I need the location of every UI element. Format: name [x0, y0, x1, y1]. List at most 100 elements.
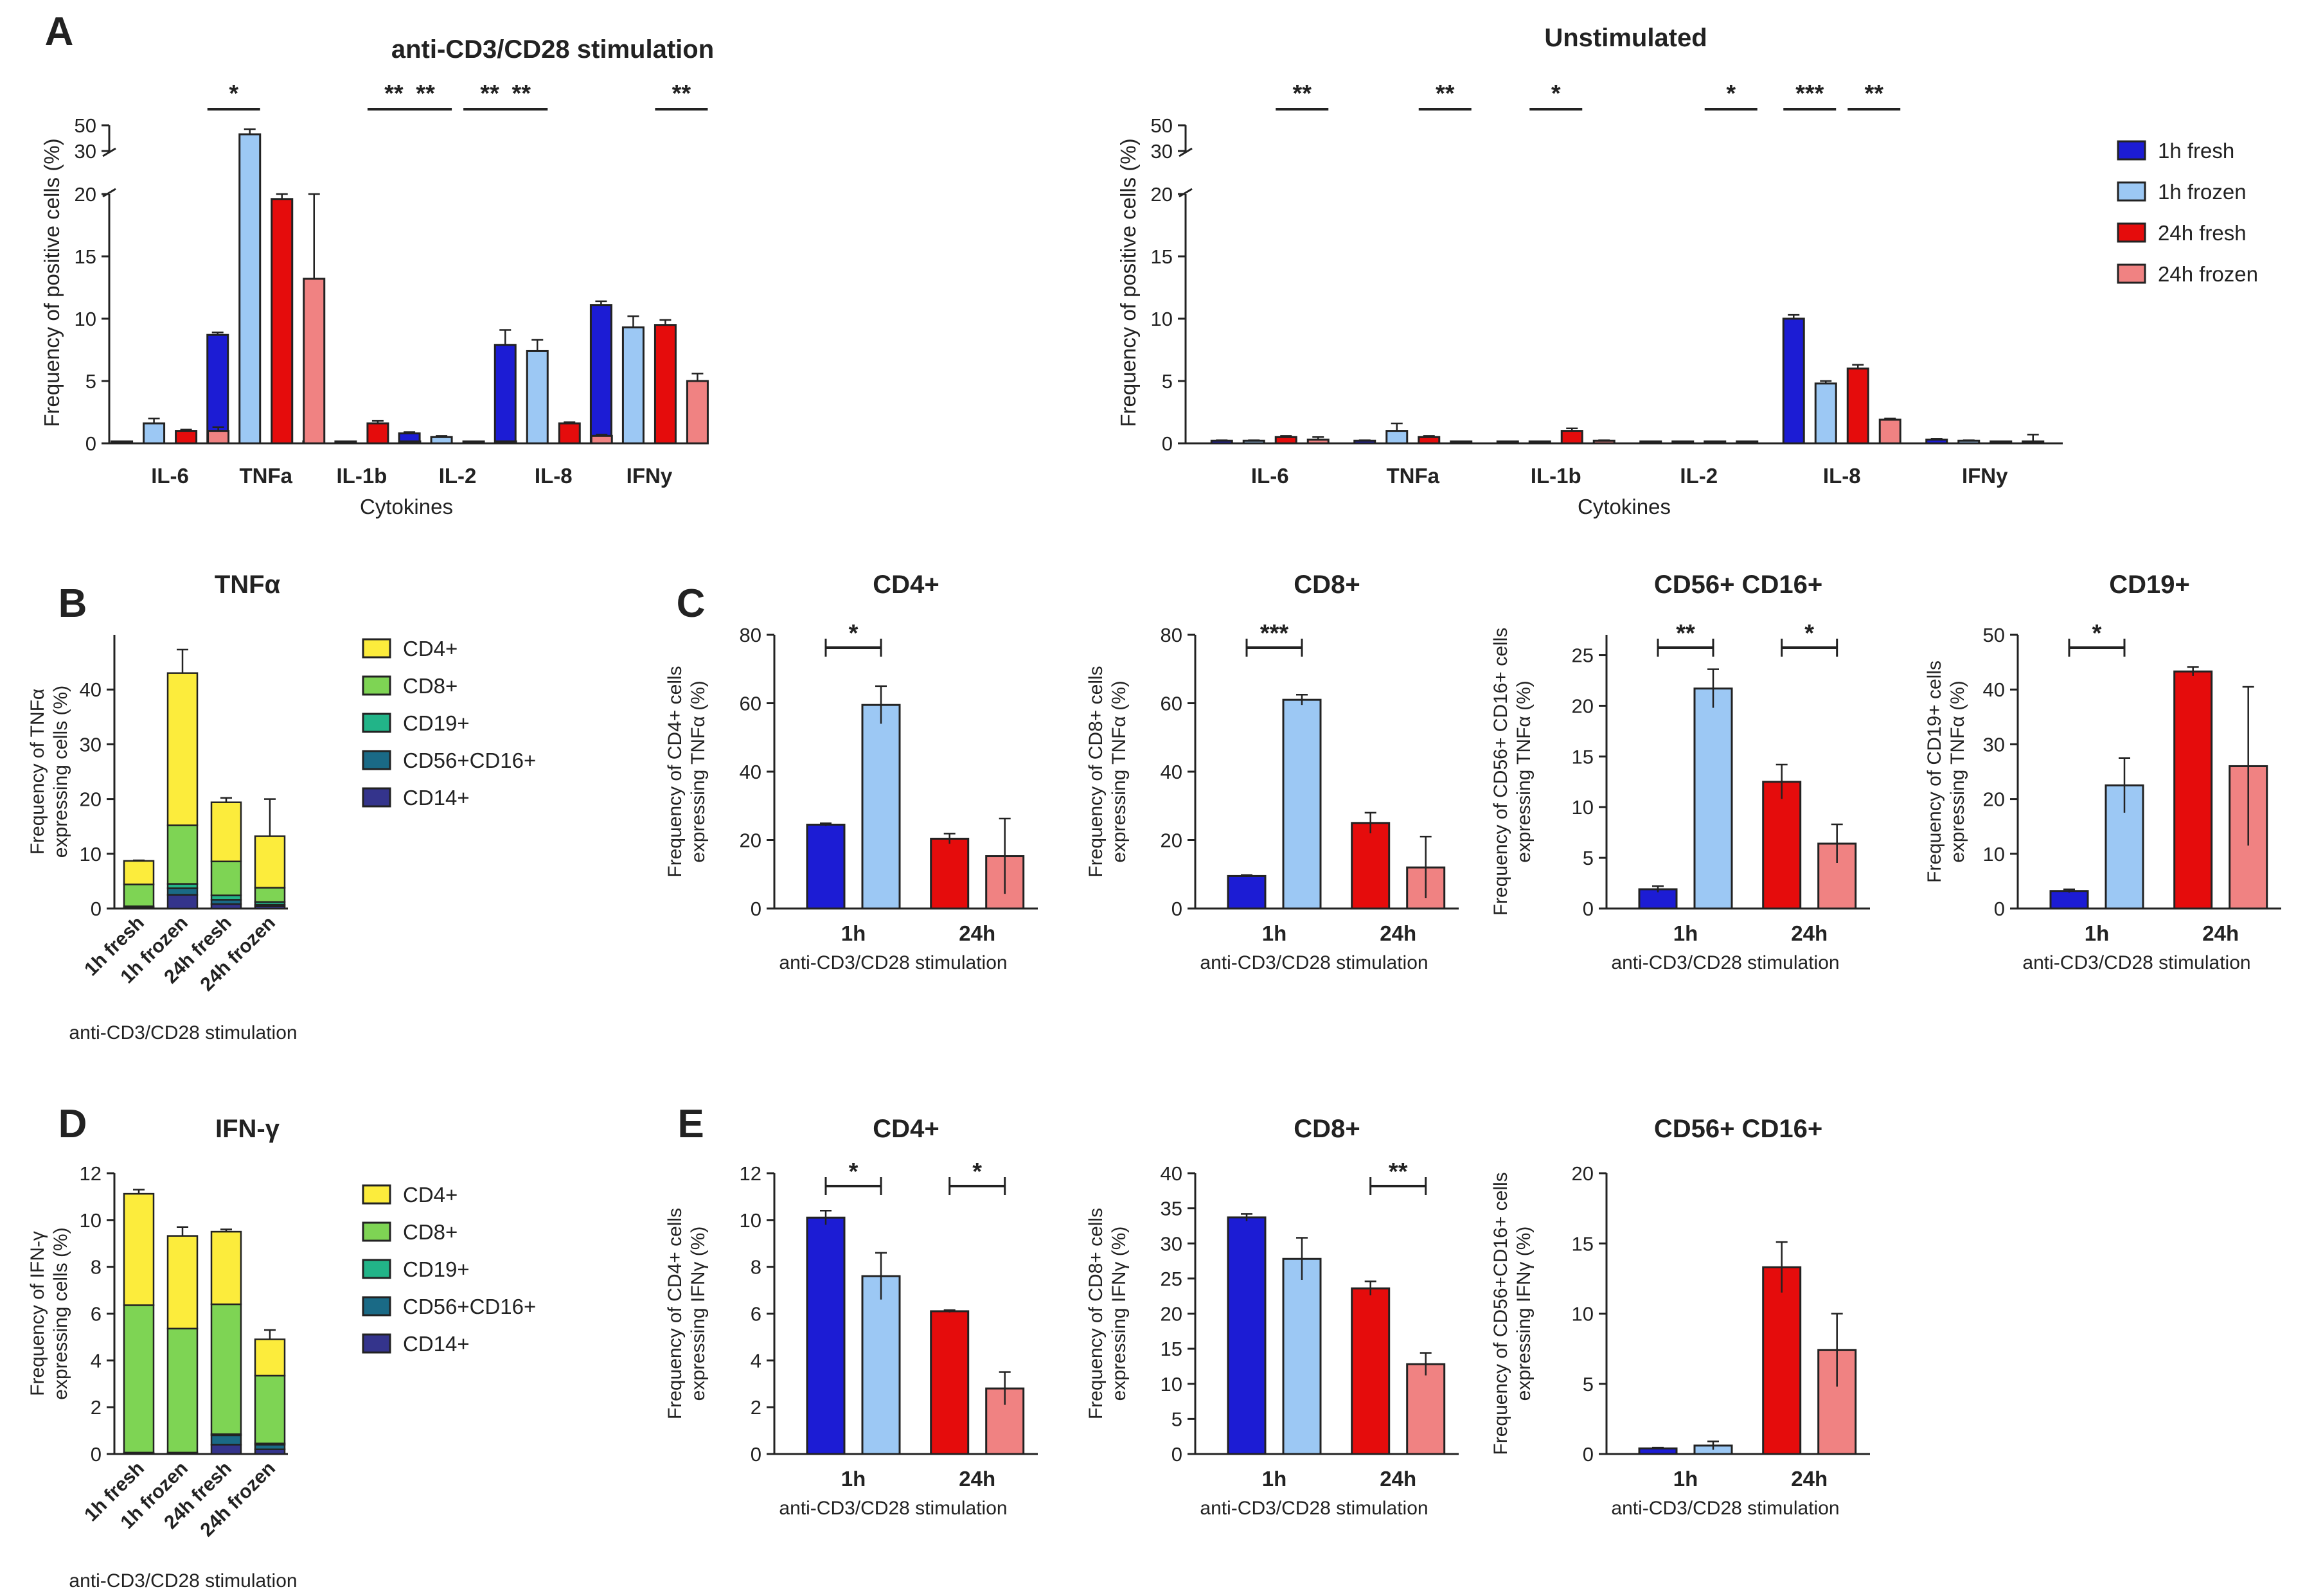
legend-swatch-CD8 — [362, 675, 391, 696]
error-bar — [133, 859, 145, 862]
y-axis-label-line: Frequency of TNFα — [27, 689, 48, 855]
y-axis-label-line: Frequency of CD8+ cells — [1085, 1208, 1107, 1419]
y-tick-label: 8 — [751, 1256, 761, 1279]
y-axis-label: Frequency of CD19+ cells expressing TNFα … — [1924, 661, 1968, 883]
bar-24h-fresh — [1846, 368, 1869, 445]
stack-segment-CD8 — [123, 1304, 155, 1454]
bar-24h-fresh — [1418, 436, 1441, 445]
bar-1h-fresh — [806, 1216, 846, 1455]
x-axis-label: anti-CD3/CD28 stimulation — [1200, 952, 1428, 973]
x-axis-label: Cytokines — [360, 495, 453, 519]
bar-24h-fresh — [930, 1310, 970, 1455]
bar-24h-fresh — [930, 837, 970, 910]
chart-C4: CD19+ 0 10 20 30 40 50 Frequency of CD19+ cells… — [1924, 571, 2281, 973]
chart-title: CD19+ — [2109, 571, 2190, 599]
category-label: TNFa — [240, 464, 293, 488]
y-axis-label-line: expressing cells (%) — [50, 1227, 71, 1399]
significance-label: * — [229, 80, 238, 107]
bar-24h-frozen — [2022, 440, 2045, 445]
bar-24h-fresh — [1762, 781, 1802, 910]
bar-1h-frozen — [861, 1275, 901, 1455]
significance-label: *** — [1795, 80, 1824, 107]
error-bar — [1741, 441, 1753, 444]
legend-swatch-CD19 — [362, 1259, 391, 1279]
legend-A: 1h fresh 1h frozen 24h fresh 24h frozen — [2117, 139, 2258, 286]
y-tick-label: 8 — [91, 1256, 102, 1279]
y-axis-label: Frequency of CD8+ cells expressing TNFα (… — [1085, 666, 1130, 877]
error-bar — [148, 417, 160, 423]
panel-letter-E: E — [677, 1102, 704, 1146]
error-bar — [133, 1189, 145, 1194]
category-label: IL-1b — [1531, 464, 1581, 488]
group-label: 24h — [959, 921, 995, 945]
y-tick-label: 0 — [1171, 1443, 1182, 1466]
chart-title: CD56+ CD16+ — [1654, 571, 1822, 599]
chart-title: IFN-γ — [215, 1115, 280, 1143]
category-label: TNFa — [1387, 464, 1440, 488]
bar-1h-frozen — [526, 350, 549, 445]
error-bar — [244, 128, 256, 134]
y-tick-label: 10 — [1151, 308, 1173, 330]
error-bar — [2242, 686, 2254, 846]
bar-24h-fresh — [366, 422, 389, 445]
error-bar — [339, 441, 352, 443]
error-bar — [1566, 427, 1578, 431]
significance-label: ** — [1676, 620, 1695, 647]
error-bar — [1280, 435, 1292, 438]
group-label: 1h — [841, 1467, 866, 1491]
y-tick-label: 40 — [1161, 761, 1182, 783]
group-label: 1h — [1262, 1467, 1287, 1491]
legend-label: CD19+ — [403, 711, 470, 735]
y-tick-label: 50 — [75, 114, 96, 137]
y-tick-label: 20 — [1572, 1162, 1594, 1185]
y-tick-label: 2 — [91, 1396, 102, 1419]
group-label: 1h — [2085, 921, 2110, 945]
significance-label: * — [849, 620, 859, 647]
legend-label: CD4+ — [403, 637, 458, 661]
chart-title: CD4+ — [873, 571, 939, 599]
bar-1h-fresh — [1638, 888, 1678, 910]
error-bar — [1312, 436, 1324, 440]
y-tick-label: 30 — [1983, 733, 2005, 756]
panel-letter-C: C — [677, 581, 706, 626]
y-axis-label-line: Frequency of IFN-γ — [27, 1231, 48, 1396]
legend-label: CD8+ — [403, 1220, 458, 1244]
bar-1h-fresh — [1925, 438, 1948, 445]
y-axis-label-line: expressing IFNγ (%) — [1108, 1227, 1130, 1401]
error-bar — [1677, 441, 1689, 444]
panel-letter-A: A — [45, 10, 74, 54]
y-tick-label: 0 — [751, 1443, 761, 1466]
bar-1h-frozen — [143, 422, 166, 445]
y-axis-label: Frequency of CD8+ cells expressing IFNγ (… — [1085, 1208, 1130, 1419]
stack-segment-CD14 — [166, 894, 199, 910]
error-bar — [1534, 441, 1546, 443]
y-axis-label-line: Frequency of CD19+ cells — [1924, 661, 1945, 883]
error-bar — [1652, 885, 1664, 892]
error-bar — [1358, 439, 1371, 441]
error-bar — [1391, 422, 1403, 431]
significance-label: ** — [384, 80, 404, 107]
y-axis-label-line: expressing TNFα (%) — [1108, 680, 1130, 863]
error-bar — [1296, 693, 1308, 705]
axis-break-mark — [1179, 147, 1193, 157]
error-bar — [220, 1228, 232, 1232]
bar-24h-fresh — [1560, 430, 1583, 445]
y-axis-label: Frequency of CD4+ cells expressing TNFα (… — [664, 666, 709, 877]
x-axis-label: anti-CD3/CD28 stimulation — [1200, 1498, 1428, 1519]
bar-1h-frozen — [1693, 687, 1733, 910]
y-tick-label: 20 — [1983, 788, 2005, 811]
y-tick-label: 40 — [80, 678, 102, 701]
bar-24h-fresh — [654, 324, 677, 445]
y-axis-label: Frequency of positive cells (%) — [1116, 138, 1140, 427]
y-tick-label: 50 — [1983, 624, 2005, 646]
y-tick-label: 6 — [751, 1303, 761, 1326]
group-label: 24h — [1791, 1467, 1828, 1491]
bar-1h-frozen — [238, 133, 262, 445]
significance-label: * — [1551, 80, 1561, 107]
error-bar — [404, 441, 416, 443]
chart-title: CD56+ CD16+ — [1654, 1115, 1822, 1143]
y-axis-label-line: expressing IFNγ (%) — [1513, 1227, 1535, 1401]
legend-label-1h-frozen: 1h frozen — [2158, 180, 2247, 204]
